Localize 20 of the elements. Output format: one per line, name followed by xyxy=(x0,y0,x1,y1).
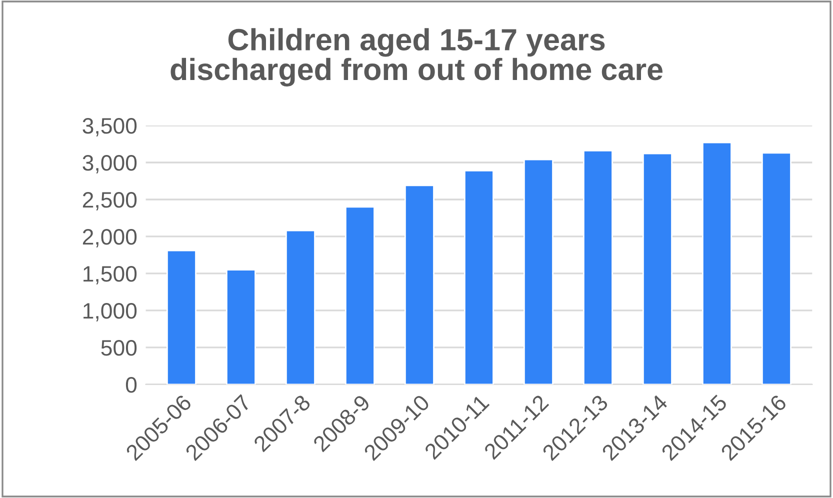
bar xyxy=(642,152,672,384)
y-tick-label: 0 xyxy=(126,376,137,393)
bar xyxy=(702,142,732,384)
y-tick-label: 500 xyxy=(101,340,137,356)
y-tick-label: 2,000 xyxy=(82,229,137,248)
bar xyxy=(583,150,613,384)
bar xyxy=(524,158,554,384)
bar xyxy=(286,230,316,384)
bar xyxy=(404,184,434,384)
bar xyxy=(166,250,196,384)
bar xyxy=(464,170,494,384)
y-tick-label: 3,000 xyxy=(82,155,137,174)
chart-title: Children aged 15-17 years discharged from out of home care xyxy=(170,28,663,86)
bar xyxy=(762,152,792,384)
y-tick-label: 1,500 xyxy=(84,266,137,284)
bar xyxy=(226,269,256,384)
y-tick-label: 1,000 xyxy=(84,303,137,322)
bar xyxy=(345,206,375,384)
y-tick-label: 3,500 xyxy=(82,118,137,136)
y-tick-label: 2,500 xyxy=(82,192,137,210)
